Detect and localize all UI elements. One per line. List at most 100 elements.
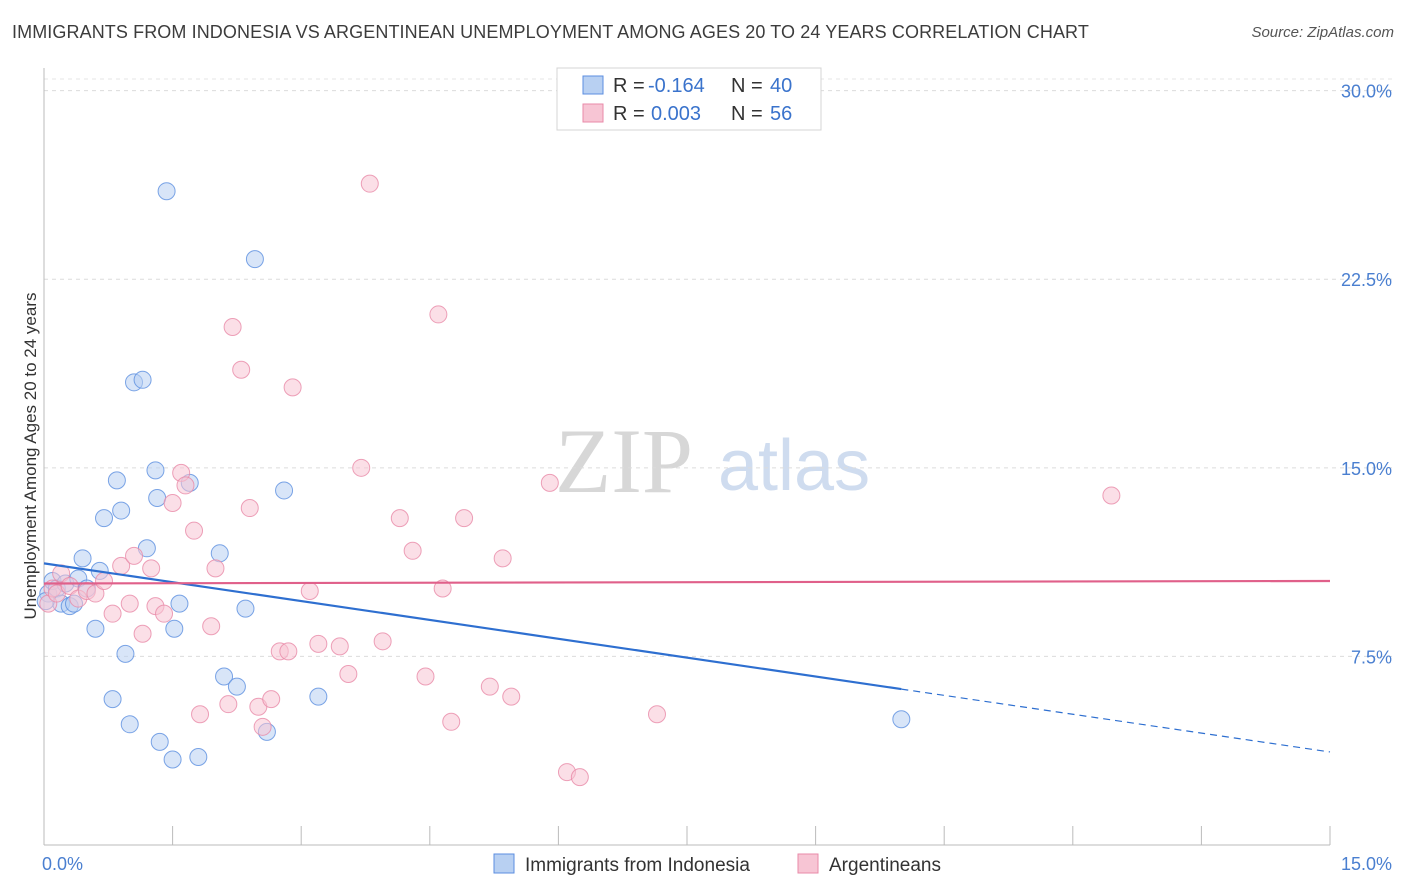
argentinean-point-25 <box>223 318 242 336</box>
y-tick-label-0: 7.5% <box>1351 647 1392 667</box>
correlation-legend: R = -0.164 N = 40 R = 0.003 N = 56 <box>556 67 822 131</box>
argentinean-point-17 <box>163 494 182 513</box>
indonesia-point-29 <box>189 747 208 766</box>
indonesia-point-32 <box>227 677 246 696</box>
trend-line-indonesia <box>43 562 902 691</box>
argentinean-point-9 <box>103 604 122 623</box>
argentinean-point-47 <box>455 509 474 528</box>
indonesia-point-37 <box>309 687 328 706</box>
argentinean-point-54 <box>647 705 666 724</box>
argentinean-point-12 <box>125 546 144 565</box>
argentinean-point-23 <box>206 559 225 578</box>
y-tick-labels: 7.5% 15.0% 22.5% 30.0% <box>1341 82 1392 668</box>
y-tick-label-2: 22.5% <box>1341 270 1392 290</box>
argentinean-point-35 <box>309 634 328 653</box>
bottom-legend-label-indonesia: Immigrants from Indonesia <box>525 855 750 876</box>
indonesia-point-15 <box>112 501 131 520</box>
indonesia-point-38 <box>892 710 911 729</box>
indonesia-point-22 <box>148 488 167 507</box>
indonesia-point-21 <box>146 461 165 480</box>
chart-title: IMMIGRANTS FROM INDONESIA VS ARGENTINEAN… <box>12 22 1089 42</box>
argentinean-point-13 <box>133 624 152 643</box>
indonesia-point-36 <box>275 481 294 500</box>
argentinean-point-36 <box>330 637 349 656</box>
argentinean-point-33 <box>283 378 302 397</box>
argentinean-point-21 <box>191 705 210 724</box>
argentinean-point-20 <box>185 521 204 540</box>
indonesia-point-13 <box>103 690 122 709</box>
legend-swatch-blue <box>582 75 604 95</box>
argentinean-point-22 <box>202 617 221 636</box>
argentinean-point-43 <box>416 667 435 686</box>
argentinean-point-11 <box>120 594 139 613</box>
legend-n-value-pink: 56 <box>770 103 792 125</box>
argentinean-point-37 <box>339 665 358 684</box>
argentinean-point-26 <box>232 360 251 379</box>
indonesia-point-8 <box>73 549 92 568</box>
indonesia-point-25 <box>163 750 182 769</box>
argentinean-point-29 <box>253 717 272 736</box>
indonesia-point-12 <box>95 509 114 528</box>
indonesia-point-19 <box>133 370 152 389</box>
trend-lines <box>43 562 1331 753</box>
trend-line-indonesia-extrapolated <box>901 688 1331 753</box>
y-tick-label-1: 15.0% <box>1341 459 1392 479</box>
indonesia-point-16 <box>116 644 135 663</box>
argentinean-point-42 <box>403 541 422 560</box>
argentinean-point-32 <box>279 642 298 661</box>
legend-r-label-blue: R = <box>613 75 645 97</box>
watermark-atlas: atlas <box>718 426 870 506</box>
indonesia-point-10 <box>86 619 105 638</box>
argentinean-point-8 <box>95 571 114 590</box>
indonesia-point-14 <box>107 471 126 490</box>
indonesia-point-34 <box>245 250 264 269</box>
argentinean-point-51 <box>540 473 559 492</box>
series-legend: Immigrants from Indonesia Argentineans <box>493 853 941 876</box>
legend-n-label-pink: N = <box>731 103 763 125</box>
argentinean-point-45 <box>433 579 452 598</box>
bottom-legend-swatch-blue <box>493 853 515 874</box>
argentinean-point-14 <box>142 559 161 578</box>
legend-r-value-pink: 0.003 <box>651 103 701 125</box>
argentinean-point-27 <box>240 499 259 518</box>
x-tick-label-1: 15.0% <box>1341 854 1392 874</box>
watermark: ZIP atlas <box>555 410 870 512</box>
argentinean-point-40 <box>373 632 392 651</box>
argentinean-point-44 <box>429 305 448 324</box>
legend-n-value-blue: 40 <box>770 75 792 97</box>
x-tick-label-0: 0.0% <box>42 854 83 874</box>
indonesia-point-27 <box>170 594 189 613</box>
indonesia-point-30 <box>210 544 229 563</box>
argentinean-point-30 <box>262 690 281 709</box>
argentinean-point-34 <box>300 582 319 601</box>
argentinean-point-7 <box>86 584 105 603</box>
x-axis-ticks <box>43 826 1331 845</box>
argentinean-point-55 <box>1102 486 1121 505</box>
argentinean-point-46 <box>442 712 461 731</box>
argentinean-point-49 <box>493 549 512 568</box>
source-label: Source: ZipAtlas.com <box>1251 24 1394 41</box>
watermark-zip: ZIP <box>555 410 693 512</box>
argentinean-point-50 <box>502 687 521 706</box>
argentinean-point-39 <box>360 174 379 193</box>
trend-line-argentineans <box>43 579 1331 585</box>
legend-r-value-blue: -0.164 <box>648 75 705 97</box>
y-axis-label: Unemployment Among Ages 20 to 24 years <box>21 293 40 620</box>
argentinean-point-41 <box>390 509 409 528</box>
argentinean-point-38 <box>352 458 371 477</box>
argentinean-point-53 <box>570 768 589 787</box>
indonesia-point-33 <box>236 599 255 618</box>
legend-r-label-pink: R = <box>613 103 645 125</box>
legend-swatch-pink <box>582 103 604 123</box>
indonesia-point-17 <box>120 715 139 734</box>
legend-n-label-blue: N = <box>731 75 763 97</box>
indonesia-point-26 <box>165 619 184 638</box>
bottom-legend-swatch-pink <box>797 853 819 874</box>
argentinean-point-4 <box>60 577 79 595</box>
indonesia-point-31 <box>215 667 234 686</box>
argentinean-point-24 <box>219 695 238 714</box>
argentinean-point-19 <box>176 476 195 495</box>
bottom-legend-label-argentineans: Argentineans <box>829 855 941 876</box>
x-tick-labels: 0.0% 15.0% <box>42 854 1392 874</box>
